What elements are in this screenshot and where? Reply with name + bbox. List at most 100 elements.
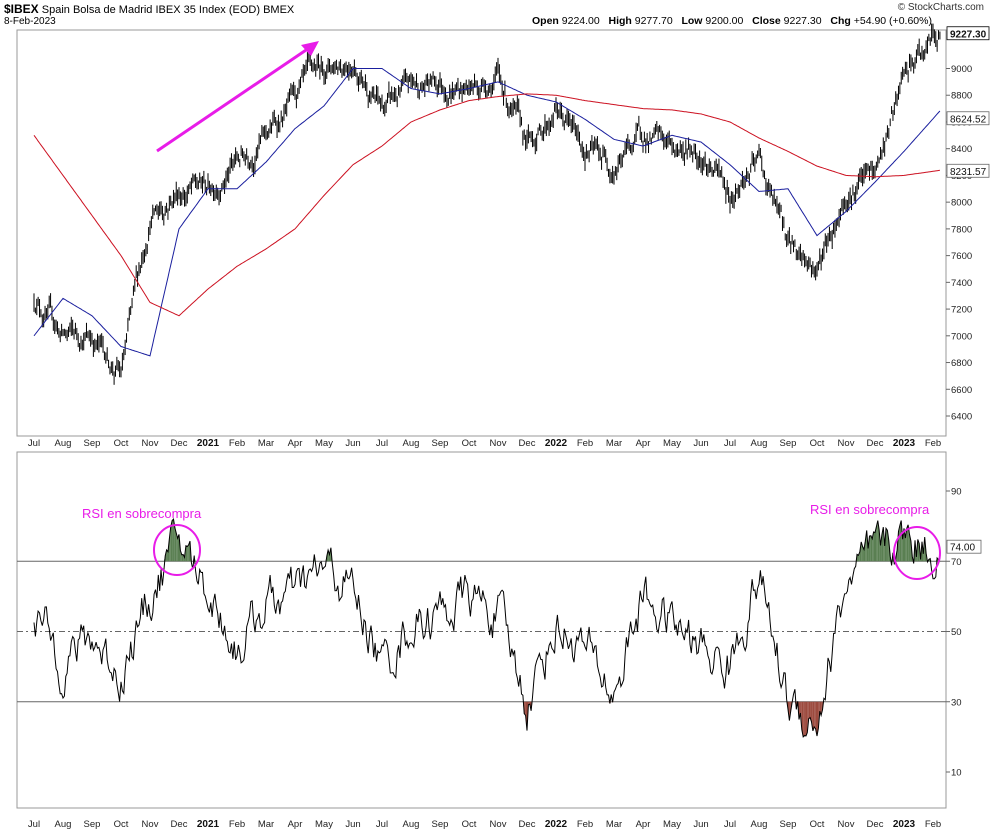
- rsi-oversold-fill: [812, 701, 815, 731]
- rsi-oversold-fill: [810, 701, 812, 722]
- last-ma50-label: 8624.52: [950, 114, 987, 125]
- rsi-overbought-fill: [870, 535, 873, 562]
- rsi-x-tick-label: Oct: [810, 819, 825, 830]
- price-x-tick-label: Feb: [229, 438, 245, 449]
- rsi-x-tick-label: Jul: [28, 819, 40, 830]
- price-bars: [33, 23, 941, 385]
- rsi-overbought-fill: [880, 534, 882, 562]
- chg-label: Chg: [830, 15, 851, 27]
- price-x-tick-label: Oct: [462, 438, 477, 449]
- rsi-overbought-fill: [872, 532, 874, 562]
- ma200-line: [33, 93, 940, 317]
- price-y-tick-label: 8400: [951, 144, 972, 155]
- price-x-tick-label: 2022: [545, 438, 568, 449]
- chart-date: 8-Feb-2023: [4, 16, 56, 27]
- trend-arrow: [156, 44, 313, 153]
- rsi-overbought-fill: [862, 546, 864, 562]
- overbought-circle-left: [153, 524, 201, 576]
- rsi-x-tick-label: Mar: [606, 819, 622, 830]
- price-x-tick-label: Apr: [288, 438, 303, 449]
- rsi-overbought-fill: [906, 524, 909, 562]
- rsi-overbought-fill: [857, 554, 859, 562]
- rsi-oversold-fill: [799, 701, 801, 720]
- rsi-y-tick-label: 90: [951, 487, 962, 498]
- rsi-y-tick-label: 10: [951, 768, 962, 779]
- rsi-x-tick-label: Oct: [462, 819, 477, 830]
- close-label: Close: [752, 15, 781, 27]
- rsi-oversold-fill: [804, 701, 806, 736]
- rsi-oversold-fill: [815, 701, 817, 737]
- rsi-oversold-fill: [808, 701, 811, 719]
- rsi-x-tick-label: Nov: [490, 819, 507, 830]
- rsi-overbought-fill: [174, 527, 177, 562]
- rsi-overbought-fill: [187, 544, 189, 562]
- last-ma50-label-box: [946, 111, 990, 126]
- price-x-tick-label: Nov: [490, 438, 507, 449]
- rsi-x-tick-label: Sep: [432, 819, 449, 830]
- rsi-overbought-fill: [173, 519, 175, 562]
- last-ma200-label-box: [946, 163, 990, 178]
- price-x-tick-label: Sep: [780, 438, 797, 449]
- price-x-tick-label: Dec: [171, 438, 188, 449]
- rsi-oversold-fill: [803, 701, 805, 737]
- rsi-panel-frame: [16, 451, 947, 809]
- rsi-x-tick-label: Dec: [171, 819, 188, 830]
- symbol: $IBEX: [4, 2, 39, 16]
- rsi-x-tick-label: May: [663, 819, 681, 830]
- rsi-x-tick-label: Nov: [838, 819, 855, 830]
- price-x-tick-label: Sep: [432, 438, 449, 449]
- rsi-x-tick-label: May: [315, 819, 333, 830]
- price-x-tick-label: Oct: [114, 438, 129, 449]
- rsi-last-label-box: [946, 539, 982, 554]
- overbought-circle-right: [893, 526, 941, 580]
- price-x-tick-label: Jul: [376, 438, 388, 449]
- rsi-x-tick-label: Jul: [724, 819, 736, 830]
- exchange: BMEX: [263, 4, 295, 16]
- rsi-last-label: 74.00: [950, 543, 975, 554]
- rsi-x-tick-label: Aug: [403, 819, 420, 830]
- rsi-overbought-fill: [177, 534, 179, 562]
- rsi-x-tick-label: Sep: [84, 819, 101, 830]
- price-x-tick-label: May: [315, 438, 333, 449]
- rsi-y-tick-label: 30: [951, 697, 962, 708]
- rsi-overbought-fill: [876, 520, 878, 562]
- price-x-tick-label: Dec: [519, 438, 536, 449]
- rsi-overbought-fill: [169, 527, 171, 562]
- rsi-overbought-fill: [172, 519, 174, 562]
- price-y-tick-label: 6800: [951, 358, 972, 369]
- price-y-tick-label: 7800: [951, 224, 972, 235]
- price-y-tick-label: 6600: [951, 385, 972, 396]
- price-x-tick-label: Aug: [55, 438, 72, 449]
- price-x-tick-label: Jun: [345, 438, 360, 449]
- chg-value: +54.90 (+0.60%): [853, 15, 932, 27]
- rsi-overbought-fill: [166, 549, 168, 562]
- price-x-tick-label: 2023: [893, 438, 916, 449]
- rsi-x-tick-label: Oct: [114, 819, 129, 830]
- high-value: 9277.70: [634, 15, 673, 27]
- open-value: 9224.00: [561, 15, 600, 27]
- rsi-overbought-fill: [180, 550, 182, 562]
- price-y-tick-label: 8800: [951, 91, 972, 102]
- annotation-rsi-right: RSI en sobrecompra: [810, 502, 930, 517]
- price-y-tick-label: 7400: [951, 278, 972, 289]
- last-close-label-box: [946, 26, 990, 41]
- index-name: Spain Bolsa de Madrid IBEX 35 Index (EOD…: [41, 4, 261, 16]
- rsi-oversold-fill: [805, 701, 808, 736]
- price-x-tick-label: Jul: [724, 438, 736, 449]
- rsi-x-tick-label: Dec: [867, 819, 884, 830]
- price-y-tick-label: 7000: [951, 331, 972, 342]
- price-x-tick-label: Nov: [142, 438, 159, 449]
- rsi-line: [33, 518, 941, 738]
- rsi-overbought-fill: [899, 520, 902, 562]
- rsi-overbought-fill: [898, 525, 900, 562]
- price-x-tick-label: Aug: [751, 438, 768, 449]
- rsi-x-tick-label: 2021: [197, 819, 220, 830]
- ohlc-readout: Open 9224.00 High 9277.70 Low 9200.00 Cl…: [532, 16, 932, 27]
- rsi-x-tick-label: Feb: [925, 819, 941, 830]
- price-x-tick-label: Sep: [84, 438, 101, 449]
- ma50-line: [33, 68, 941, 357]
- rsi-x-tick-label: Feb: [229, 819, 245, 830]
- last-close-label: 9227.30: [950, 29, 987, 40]
- rsi-overbought-fill: [185, 545, 188, 562]
